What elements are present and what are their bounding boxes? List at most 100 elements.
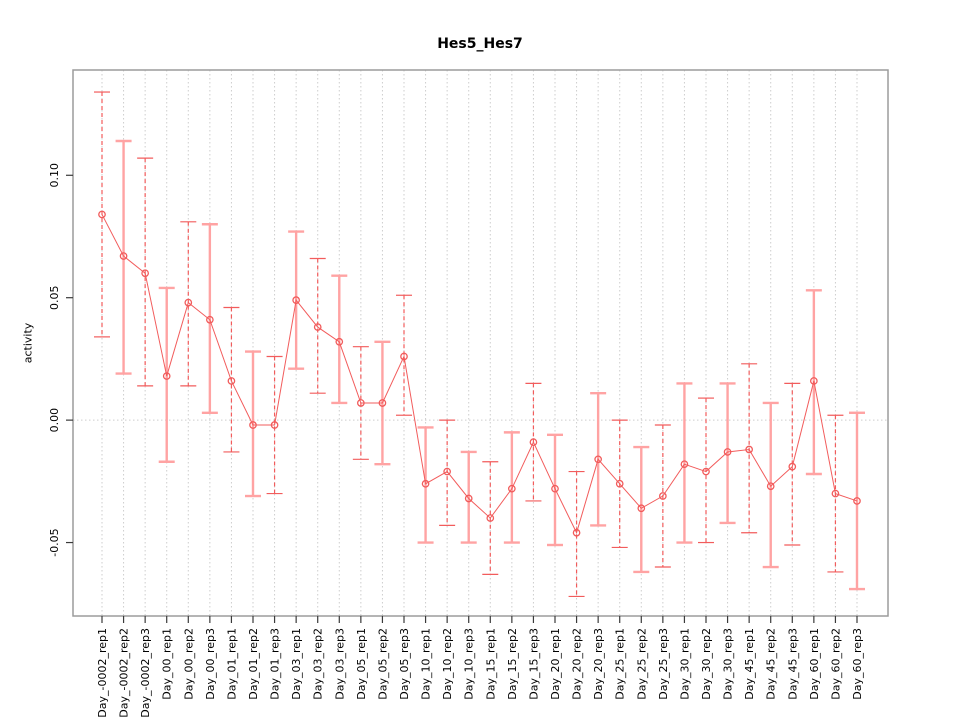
data-point bbox=[788, 462, 797, 471]
data-point bbox=[98, 210, 106, 219]
data-points bbox=[98, 210, 861, 537]
x-tick-label: Day_03_rep2 bbox=[312, 628, 325, 700]
x-tick-label: Day_25_rep2 bbox=[635, 628, 648, 700]
error-bar bbox=[719, 382, 736, 525]
x-tick-label: Day_45_rep2 bbox=[765, 628, 778, 700]
data-point bbox=[702, 467, 710, 476]
error-bar bbox=[137, 157, 154, 387]
x-tick-label: Day_03_rep1 bbox=[290, 628, 303, 700]
y-tick-label: 0.05 bbox=[48, 285, 61, 310]
x-tick-label: Day_25_rep1 bbox=[614, 628, 627, 700]
x-tick-label: Day_20_rep3 bbox=[592, 628, 605, 700]
x-tick-label: Day_10_rep3 bbox=[463, 628, 476, 700]
x-tick-label: Day_00_rep1 bbox=[161, 628, 174, 700]
error-bar bbox=[266, 355, 283, 495]
data-point bbox=[810, 377, 818, 385]
error-bar bbox=[396, 294, 412, 416]
data-point bbox=[357, 399, 365, 407]
error-bar bbox=[460, 450, 477, 544]
error-bars bbox=[94, 91, 865, 598]
data-point bbox=[119, 252, 128, 260]
x-tick-label: Day_-0002_rep3 bbox=[139, 628, 152, 718]
x-tick-label: Day_05_rep2 bbox=[376, 628, 389, 700]
x-tick-label: Day_60_rep3 bbox=[851, 628, 864, 700]
data-point bbox=[335, 337, 344, 346]
y-tick-label: -0.05 bbox=[48, 528, 61, 556]
x-tick-label: Day_10_rep1 bbox=[420, 628, 433, 700]
x-tick-label: Day_15_rep1 bbox=[484, 628, 497, 700]
data-point bbox=[141, 269, 149, 278]
error-bar bbox=[547, 433, 563, 547]
x-tick-label: Day_05_rep1 bbox=[355, 628, 368, 700]
error-bar bbox=[115, 139, 132, 375]
x-tick-label: Day_30_rep3 bbox=[722, 628, 735, 700]
error-bar bbox=[245, 350, 261, 498]
x-tick-label: Day_45_rep3 bbox=[786, 628, 799, 700]
x-tick-label: Day_45_rep1 bbox=[743, 628, 756, 700]
chart-title: Hes5_Hes7 bbox=[437, 36, 523, 52]
y-tick-label: 0.00 bbox=[48, 408, 61, 433]
x-tick-label: Day_00_rep3 bbox=[204, 628, 217, 700]
error-bar bbox=[331, 274, 348, 405]
data-point bbox=[486, 514, 495, 522]
plot-box bbox=[72, 69, 889, 617]
data-point bbox=[723, 448, 732, 456]
error-bar bbox=[180, 221, 197, 387]
error-bar bbox=[741, 363, 758, 534]
series-line bbox=[101, 214, 858, 535]
x-tick-label: Day_01_rep3 bbox=[269, 628, 282, 700]
data-point bbox=[745, 445, 753, 454]
error-bar bbox=[201, 223, 218, 414]
x-tick-label: Day_01_rep2 bbox=[247, 628, 260, 700]
data-point bbox=[659, 492, 667, 500]
error-bar bbox=[784, 382, 801, 546]
error-bar bbox=[633, 445, 650, 574]
data-point bbox=[831, 489, 840, 498]
x-tick-label: Day_01_rep1 bbox=[225, 628, 238, 700]
data-point bbox=[464, 494, 473, 503]
error-bar bbox=[309, 257, 326, 394]
data-point bbox=[637, 504, 646, 513]
gridlines bbox=[73, 70, 888, 616]
y-tick-label: 0.10 bbox=[48, 163, 61, 188]
x-tick-label: Day_30_rep2 bbox=[700, 628, 713, 700]
x-tick-label: Day_25_rep3 bbox=[657, 628, 670, 700]
error-bar bbox=[568, 470, 585, 598]
x-tick-label: Day_15_rep3 bbox=[527, 628, 540, 700]
x-tick-label: Day_15_rep2 bbox=[506, 628, 519, 700]
x-tick-label: Day_30_rep1 bbox=[678, 628, 691, 700]
data-point bbox=[766, 482, 775, 491]
data-point bbox=[443, 467, 451, 476]
data-point bbox=[594, 455, 602, 464]
data-point bbox=[249, 421, 257, 429]
x-tick-label: Day_00_rep2 bbox=[182, 628, 195, 700]
data-point bbox=[162, 372, 171, 380]
error-bar bbox=[676, 382, 693, 544]
error-bar bbox=[439, 419, 456, 527]
data-point bbox=[551, 484, 559, 493]
data-point bbox=[313, 323, 322, 331]
error-bar bbox=[698, 397, 714, 544]
x-tick-label: Day_60_rep1 bbox=[808, 628, 821, 700]
data-point bbox=[508, 484, 516, 493]
x-tick-label: Day_60_rep2 bbox=[829, 628, 842, 700]
error-bar bbox=[417, 426, 434, 544]
data-point bbox=[853, 497, 861, 505]
data-point bbox=[615, 479, 624, 488]
data-point bbox=[572, 528, 581, 537]
x-tick-label: Day_10_rep2 bbox=[441, 628, 454, 700]
data-point bbox=[206, 315, 214, 324]
x-tick-label: Day_05_rep3 bbox=[398, 628, 411, 700]
x-tick-label: Day_-0002_rep2 bbox=[118, 628, 131, 718]
data-point bbox=[400, 352, 408, 361]
y-axis: -0.05 0.00 0.05 0.10 bbox=[48, 163, 73, 557]
data-point bbox=[680, 460, 689, 469]
data-point bbox=[184, 298, 193, 307]
data-point bbox=[270, 421, 279, 429]
data-point bbox=[227, 377, 236, 385]
x-tick-label: Day_-0002_rep1 bbox=[96, 628, 109, 718]
x-tick-label: Day_20_rep2 bbox=[571, 628, 584, 700]
data-point bbox=[292, 296, 300, 305]
